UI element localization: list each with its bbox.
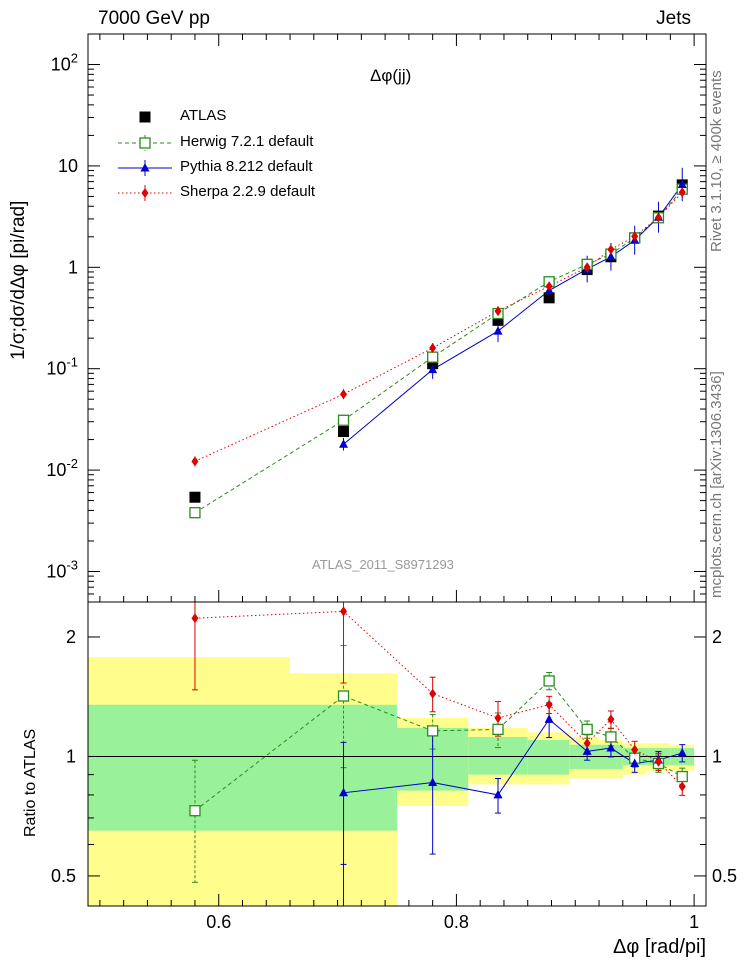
sherpa-main-point	[607, 244, 615, 255]
ratio-y-tick-label-right: 1	[712, 746, 722, 766]
sherpa-ratio-point	[607, 714, 615, 725]
atlas-main-point	[492, 314, 504, 326]
sherpa-ratio-point	[583, 738, 591, 749]
sherpa-main-point	[429, 342, 437, 353]
sherpa-ratio-point	[340, 606, 348, 617]
legend-entry-atlas: ATLAS	[180, 107, 227, 124]
sherpa-main-point	[678, 187, 686, 198]
sherpa-main-point	[631, 231, 639, 242]
main-y-tick-label: 10-2	[46, 456, 78, 480]
herwig-ratio-point	[581, 723, 593, 736]
herwig-ratio-line	[194, 680, 683, 812]
sherpa-ratio-point	[678, 781, 686, 792]
stat-uncertainty-band	[88, 704, 291, 831]
pythia-main-point	[428, 364, 438, 374]
ratio-y-tick-label-left: 1	[66, 746, 76, 766]
main-y-tick-label: 102	[51, 51, 78, 75]
sherpa-ratio-point	[545, 699, 553, 710]
data-markers	[189, 179, 688, 817]
sherpa-main-point	[654, 212, 662, 223]
y-axis-label-main: 1/σ;dσ/dΔφ [pi/rad]	[8, 200, 29, 360]
herwig-main-point	[337, 414, 350, 426]
ratio-y-tick-label-right: 0.5	[712, 866, 737, 886]
sherpa-main-point	[494, 306, 502, 317]
atlas-main-point	[189, 491, 201, 503]
x-tick-label: 1	[689, 912, 699, 932]
sherpa-ratio-point	[191, 613, 199, 624]
header-energy-beam: 7000 GeV pp	[98, 8, 210, 29]
sherpa-main-point	[545, 281, 553, 292]
legend-marker-pythia	[140, 163, 150, 172]
pythia-ratio-point	[544, 714, 554, 723]
herwig-ratio-point	[492, 723, 504, 736]
mcplots-credit: mcplots.cern.ch [arXiv:1306.3436]	[708, 371, 725, 598]
header-process: Jets	[656, 8, 691, 29]
pythia-ratio-point	[630, 758, 640, 768]
plot-frames	[87, 33, 707, 907]
ratio-y-tick-label-left: 0.5	[51, 866, 76, 886]
atlas-main-point	[338, 426, 350, 438]
herwig-main-point	[427, 351, 439, 363]
x-tick-label: 0.8	[444, 912, 469, 932]
pythia-ratio-point	[606, 743, 616, 752]
sherpa-ratio-point	[654, 756, 662, 767]
sherpa-main-point	[191, 456, 199, 467]
sherpa-ratio-line	[194, 610, 683, 787]
legend-marker-sherpa	[141, 188, 149, 198]
legend-entry-sherpa: Sherpa 2.2.9 default	[180, 183, 316, 200]
sherpa-main-point	[340, 389, 348, 400]
sherpa-main-point	[583, 262, 591, 273]
ratio-y-tick-label-left: 2	[66, 627, 76, 647]
main-y-tick-label: 10-3	[46, 557, 78, 581]
x-axis-label: Δφ [rad/pi]	[612, 936, 706, 958]
sherpa-main-line	[194, 191, 683, 462]
legend-marker-atlas	[139, 111, 151, 123]
axis-ticks	[88, 33, 706, 906]
pythia-main-point	[493, 326, 503, 335]
ratio-plot-frame	[87, 601, 707, 907]
sherpa-ratio-point	[494, 712, 502, 723]
legend-entry-pythia: Pythia 8.212 default	[180, 158, 313, 175]
pythia-main-point	[606, 251, 616, 261]
herwig-ratio-point	[427, 725, 439, 737]
rivet-version-label: Rivet 3.1.10, ≥ 400k events	[708, 70, 725, 252]
stat-uncertainty-band	[527, 740, 570, 775]
main-y-tick-label: 10	[58, 156, 78, 176]
main-y-tick-label: 10-1	[46, 355, 78, 379]
x-tick-label: 0.6	[206, 912, 231, 932]
legend-marker-herwig	[139, 137, 151, 149]
y-axis-label-ratio: Ratio to ATLAS	[22, 728, 39, 837]
pythia-main-point	[339, 439, 349, 448]
herwig-ratio-point	[337, 690, 350, 702]
legend-markers	[118, 111, 172, 201]
herwig-main-line	[194, 188, 683, 514]
ratio-y-tick-label-right: 2	[712, 627, 722, 647]
herwig-main-point	[189, 507, 201, 519]
atlas-main-point	[427, 358, 439, 370]
pythia-ratio-point	[582, 746, 592, 755]
atlas-main-point	[543, 292, 555, 304]
herwig-ratio-point	[605, 731, 617, 743]
analysis-id: ATLAS_2011_S8971293	[312, 557, 454, 572]
herwig-ratio-point	[543, 675, 555, 687]
series-lines	[194, 184, 683, 906]
pythia-main-line	[343, 184, 683, 445]
herwig-ratio-point	[189, 805, 201, 817]
pythia-ratio-point	[677, 748, 687, 757]
stat-uncertainty-band	[468, 736, 528, 775]
pythia-main-point	[677, 179, 687, 189]
pythia-ratio-point	[493, 789, 503, 799]
ratio-uncertainty-bands	[88, 657, 695, 906]
observable-title: Δφ(jj)	[370, 66, 412, 85]
pythia-ratio-line	[343, 718, 683, 906]
pythia-ratio-point	[428, 777, 438, 786]
sherpa-ratio-point	[631, 744, 639, 755]
herwig-ratio-point	[676, 770, 688, 783]
sherpa-ratio-point	[429, 688, 437, 699]
legend-entry-herwig: Herwig 7.2.1 default	[180, 133, 314, 150]
pythia-ratio-point	[339, 787, 349, 797]
main-y-tick-label: 1	[68, 257, 78, 277]
tick-labels: 10-3 10-2 10-1 1 10 102 0.6 0.8 1 0.5 0.5 1 1 2 2	[46, 51, 737, 932]
